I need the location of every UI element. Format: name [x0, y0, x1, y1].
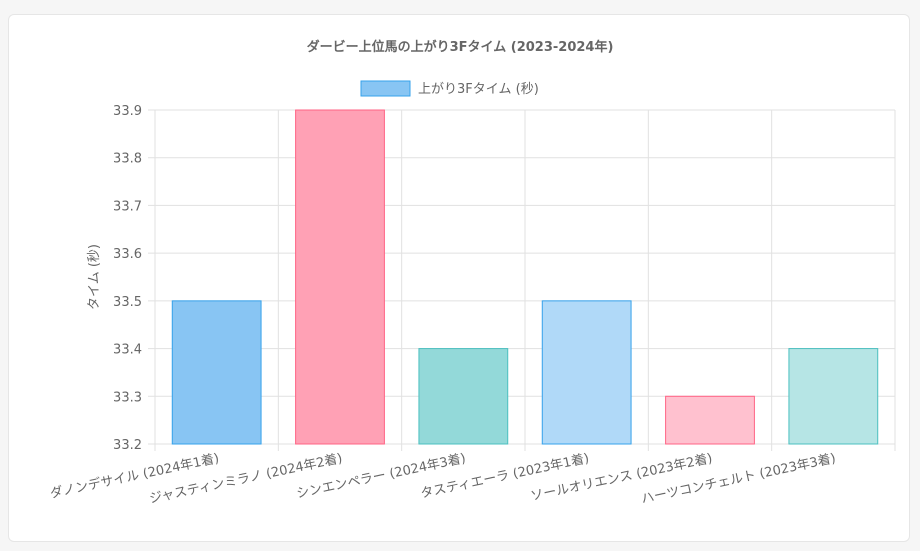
y-tick-label: 33.6: [113, 247, 142, 262]
y-tick-label: 33.3: [113, 390, 142, 405]
y-tick-label: 33.2: [113, 438, 142, 453]
y-tick-label: 33.5: [113, 295, 142, 310]
chart-card: [8, 14, 910, 542]
y-tick-label: 33.9: [113, 104, 142, 119]
grid: [148, 109, 896, 451]
x-axis-ticks: ダノンデサイル (2024年1着)ジャスティンミラノ (2024年2着)シンエン…: [49, 450, 837, 507]
bar[interactable]: [665, 395, 755, 445]
bar[interactable]: [295, 109, 385, 445]
legend-swatch[interactable]: [360, 80, 411, 97]
bars: [171, 109, 879, 445]
legend-label[interactable]: 上がり3Fタイム (秒): [418, 82, 539, 97]
legend[interactable]: 上がり3Fタイム (秒): [360, 80, 539, 97]
x-tick-label: ハーツコンチェルト (2023年3着): [640, 450, 837, 507]
y-axis-title: タイム (秒): [87, 244, 102, 310]
y-axis-ticks: 33.2 33.3 33.4 33.5 33.6 33.7 33.8 33.9: [113, 104, 142, 453]
chart-title: ダービー上位馬の上がり3Fタイム (2023-2024年): [307, 39, 614, 55]
y-tick-label: 33.7: [113, 199, 142, 214]
y-tick-label: 33.4: [113, 343, 142, 358]
bar[interactable]: [541, 300, 632, 445]
bar[interactable]: [418, 348, 509, 445]
bar[interactable]: [788, 348, 879, 445]
y-tick-label: 33.8: [113, 152, 142, 167]
bar[interactable]: [171, 300, 262, 445]
